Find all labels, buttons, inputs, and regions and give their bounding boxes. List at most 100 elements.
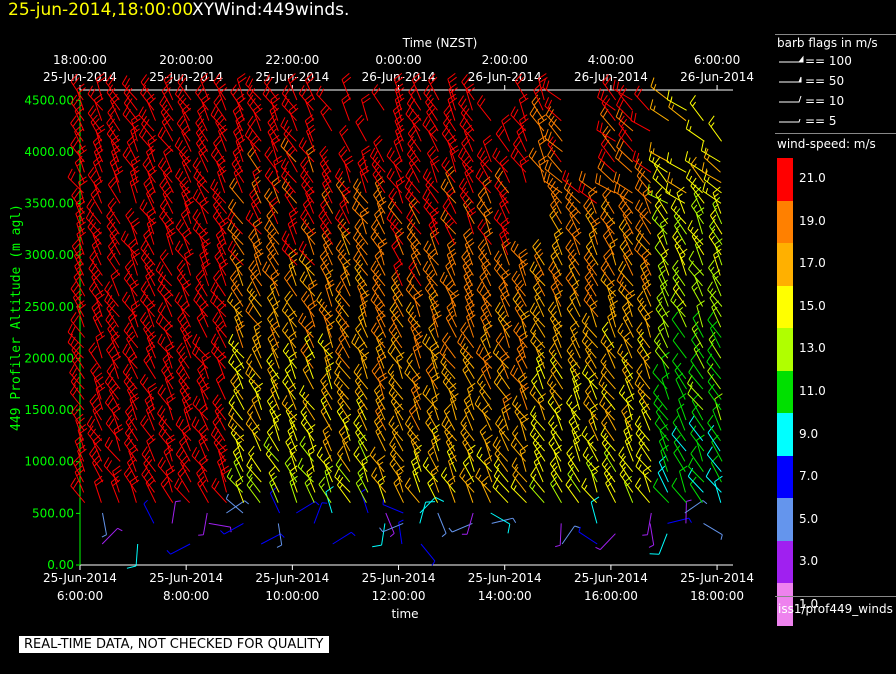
y-tick-label: 2500.00 (24, 300, 74, 314)
wind-barb (411, 114, 422, 142)
colorbar-label: 13.0 (799, 341, 826, 356)
top-tick-time: 20:00:00 (159, 53, 213, 67)
wind-barb (320, 403, 333, 431)
wind-barb (284, 455, 298, 483)
wind-barb (130, 300, 141, 328)
wind-barb (430, 465, 440, 493)
wind-barb (138, 106, 155, 132)
wind-barb (707, 363, 721, 390)
wind-barb (634, 199, 652, 225)
wind-barb (546, 374, 563, 400)
wind-barb (354, 383, 368, 411)
wind-barb (441, 157, 456, 183)
wind-barb (213, 435, 226, 462)
wind-barb (636, 342, 651, 369)
wind-barb (616, 271, 633, 297)
y-tick-label: 1000.00 (24, 455, 74, 469)
wind-barb (227, 198, 244, 225)
wind-barb (666, 90, 687, 111)
wind-barb (636, 363, 651, 390)
wind-barb (674, 238, 686, 266)
wind-barb (709, 218, 723, 245)
wind-barb (708, 115, 723, 142)
wind-barb (431, 434, 441, 462)
wind-barb (422, 457, 439, 483)
wind-barb (672, 353, 687, 380)
wind-barb (407, 135, 421, 163)
wind-barb (395, 176, 406, 204)
wind-barb (490, 512, 511, 534)
wind-barb (519, 444, 529, 472)
wind-barb (267, 311, 280, 338)
wind-barb (653, 332, 669, 359)
wind-barb (174, 240, 191, 266)
wind-barb (248, 260, 263, 287)
wind-barb (615, 148, 633, 173)
quality-disclaimer: REAL-TIME DATA, NOT CHECKED FOR QUALITY (19, 636, 330, 653)
wind-barb (157, 302, 173, 328)
wind-barb (176, 342, 190, 369)
wind-barb (212, 208, 227, 235)
wind-barb (232, 145, 243, 173)
header-title: XYWind:449winds. (192, 0, 350, 20)
wind-barb (105, 415, 121, 442)
wind-barb (554, 289, 563, 317)
wind-barb (511, 457, 528, 483)
wind-barb (191, 344, 209, 369)
wind-barb (299, 435, 314, 462)
wind-barb (635, 219, 651, 245)
wind-barb (404, 415, 420, 442)
wind-barb (195, 269, 208, 297)
wind-barb (298, 137, 315, 163)
wind-barb (246, 404, 261, 431)
wind-barb (422, 189, 439, 214)
wind-barb (246, 477, 261, 503)
wind-barb (600, 353, 615, 380)
wind-barb (511, 395, 528, 421)
colorbar-segment (777, 328, 793, 372)
wind-barb (229, 270, 243, 297)
wind-barb (550, 476, 562, 503)
wind-barb (587, 434, 599, 462)
wind-barb (220, 522, 244, 535)
bottom-tick-time: 18:00:00 (690, 589, 744, 603)
wind-barb (174, 478, 190, 504)
wind-barb (634, 85, 650, 111)
y-tick-label: 0.00 (47, 558, 74, 572)
wind-barb (714, 475, 723, 503)
wind-barb (639, 259, 651, 287)
wind-barb (644, 310, 653, 338)
wind-barb (300, 342, 314, 369)
wind-barb (263, 188, 279, 214)
wind-barb (128, 310, 139, 338)
wind-barb (70, 136, 85, 163)
wind-barb (408, 403, 421, 431)
wind-barb (460, 424, 474, 452)
wind-barb (265, 239, 280, 266)
wind-barb (298, 85, 314, 111)
wind-barb (236, 73, 247, 101)
wind-barb (335, 311, 350, 338)
wind-barb (630, 111, 651, 132)
wind-barb (441, 332, 456, 359)
wind-barb (612, 79, 633, 101)
wind-barb (140, 415, 155, 442)
y-tick-label: 1500.00 (24, 403, 74, 417)
wind-barb (159, 177, 173, 204)
wind-barb (690, 352, 704, 380)
wind-barb (216, 300, 227, 328)
wind-barb (458, 95, 473, 122)
wind-barb (361, 93, 371, 121)
wind-barb (263, 74, 279, 101)
wind-barb (264, 219, 280, 245)
wind-barb (588, 227, 598, 256)
wind-barb (266, 352, 280, 380)
top-tick-date: 26-Jun-2014 (574, 70, 648, 84)
wind-barb (615, 107, 634, 132)
wind-barb (613, 171, 633, 194)
wind-barb (71, 404, 85, 431)
wind-barb (553, 227, 564, 256)
wind-barb (354, 270, 369, 297)
wind-barb (448, 83, 458, 111)
wind-barb (284, 290, 298, 318)
